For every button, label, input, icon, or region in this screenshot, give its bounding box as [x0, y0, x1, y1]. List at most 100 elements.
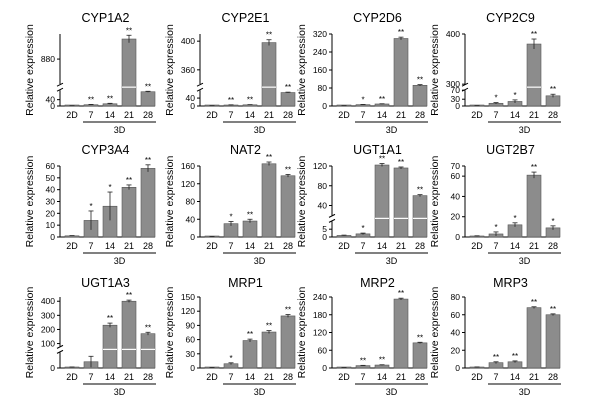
y-tick-label: 70	[451, 85, 461, 95]
panel-mrp1: MRP1 Relative expression 0 30 60 90 120 150 2D * 7…	[164, 276, 296, 397]
y-tick-label: 150	[181, 292, 195, 302]
significance-label: **	[398, 158, 404, 167]
y-tick-label: 240	[313, 292, 327, 302]
significance-label: **	[247, 96, 253, 105]
y-axis-label: Relative expression	[24, 287, 36, 379]
significance-label: **	[145, 82, 151, 91]
bar-21	[121, 38, 137, 107]
group-label: 3D	[114, 387, 126, 397]
y-tick-label: 40	[318, 201, 328, 211]
x-tick-label: 2D	[471, 372, 483, 382]
y-tick-label: 80	[318, 83, 328, 93]
x-tick-label: 14	[245, 372, 255, 382]
significance-label: **	[88, 95, 94, 104]
y-tick-label: 80	[451, 292, 461, 302]
bar-21	[393, 298, 409, 369]
x-tick-label: 2D	[471, 241, 483, 251]
significance-label: **	[145, 323, 151, 332]
x-tick-label: 7	[88, 110, 93, 120]
y-tick-label: 100	[41, 339, 55, 349]
x-tick-label: 21	[396, 372, 406, 382]
bar-7	[355, 365, 371, 369]
x-tick-label: 14	[105, 241, 115, 251]
y-tick-label: 60	[451, 310, 461, 320]
y-tick-label: 400	[181, 36, 195, 46]
x-tick-label: 21	[264, 241, 274, 251]
x-tick-label: 21	[529, 372, 539, 382]
y-tick-label: 0	[455, 232, 460, 242]
x-tick-label: 28	[415, 372, 425, 382]
x-tick-label: 14	[245, 241, 255, 251]
x-tick-label: 21	[124, 110, 134, 120]
bar-28	[280, 92, 296, 107]
panel-title: CYP2C9	[486, 11, 535, 25]
y-tick-label: 320	[313, 29, 327, 39]
y-tick-label: 90	[186, 320, 196, 330]
axis-break-mark	[196, 87, 204, 92]
significance-label: **	[107, 94, 113, 103]
y-tick-label: 30	[451, 94, 461, 104]
significance-label: **	[285, 165, 291, 174]
y-tick-label: 180	[313, 310, 327, 320]
significance-label: **	[417, 76, 423, 85]
x-tick-label: 28	[283, 241, 293, 251]
significance-label: *	[108, 183, 111, 192]
significance-label: **	[493, 353, 499, 362]
bar-14	[242, 220, 258, 238]
bar-28	[412, 195, 428, 238]
bar-21	[121, 300, 137, 369]
bar-14	[374, 164, 390, 238]
y-tick-label: 200	[41, 324, 55, 334]
panel-title: UGT1A3	[81, 276, 130, 290]
x-tick-label: 2D	[66, 241, 78, 251]
y-tick-label: 40	[46, 185, 56, 195]
x-tick-label: 7	[360, 241, 365, 251]
panel-mrp2: MRP2 Relative expression 0 60 120 180 240 2D ** 7…	[296, 276, 428, 397]
group-label: 3D	[114, 256, 126, 266]
axis-break-mark	[56, 82, 64, 87]
x-tick-label: 7	[228, 241, 233, 251]
y-tick-label: 20	[46, 208, 56, 218]
significance-label: **	[531, 30, 537, 39]
significance-label: **	[379, 95, 385, 104]
significance-label: **	[126, 26, 132, 35]
x-tick-label: 2D	[66, 372, 78, 382]
group-label: 3D	[519, 125, 531, 135]
bar-21	[526, 43, 542, 107]
bar-21	[526, 174, 542, 238]
y-tick-label: 60	[46, 161, 56, 171]
x-tick-label: 14	[105, 110, 115, 120]
significance-label: **	[266, 153, 272, 162]
x-tick-label: 28	[415, 110, 425, 120]
y-tick-label: 360	[181, 65, 195, 75]
bar-21	[393, 167, 409, 238]
bar-21	[393, 38, 409, 107]
y-tick-label: 400	[41, 296, 55, 306]
x-tick-label: 21	[264, 110, 274, 120]
axis-break-mark	[56, 344, 64, 349]
y-axis-label: Relative expression	[296, 24, 308, 116]
significance-label: *	[361, 224, 364, 233]
y-tick-label: 120	[181, 306, 195, 316]
group-label: 3D	[254, 387, 266, 397]
significance-label: *	[361, 95, 364, 104]
y-axis-label: Relative expression	[296, 287, 308, 379]
y-tick-label: 0	[50, 232, 55, 242]
panel-cyp2d6: CYP2D6 Relative expression 0 80 160 240 320 2D *…	[296, 11, 428, 135]
panel-title: CYP2D6	[353, 11, 402, 25]
significance-label: **	[126, 291, 132, 300]
significance-label: **	[417, 186, 423, 195]
significance-label: **	[247, 210, 253, 219]
significance-label: *	[494, 94, 497, 103]
x-tick-label: 7	[493, 241, 498, 251]
axis-break-mark	[328, 213, 336, 218]
x-tick-label: 14	[245, 110, 255, 120]
significance-label: *	[229, 212, 232, 221]
x-tick-label: 7	[88, 372, 93, 382]
group-label: 3D	[114, 125, 126, 135]
x-tick-label: 2D	[206, 241, 218, 251]
x-tick-label: 21	[396, 241, 406, 251]
y-axis-label: Relative expression	[24, 24, 36, 116]
